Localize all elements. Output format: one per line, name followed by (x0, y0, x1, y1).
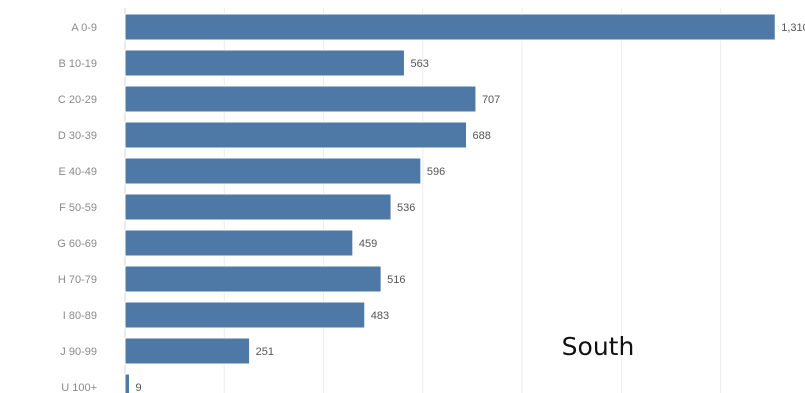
category-tick-label: J 90-99 (60, 346, 97, 358)
category-tick-label: C 20-29 (58, 94, 97, 106)
bar-value-label: 536 (397, 202, 415, 214)
value-labels: 1,310 563 707 688 596 536 459 516 483 251 9 (135, 22, 805, 393)
category-tick-label: A 0-9 (71, 22, 97, 34)
category-tick-label: B 10-19 (58, 58, 97, 70)
category-tick-label: E 40-49 (58, 166, 97, 178)
bar (124, 13, 776, 41)
category-tick-label: F 50-59 (59, 202, 97, 214)
bar (124, 49, 405, 77)
bar (124, 337, 251, 365)
bar-value-label: 688 (473, 130, 491, 142)
bar-value-label: 483 (371, 310, 389, 322)
bar (124, 157, 422, 185)
category-tick-label: H 70-79 (58, 274, 97, 286)
bar-value-label: 516 (387, 274, 405, 286)
bars (124, 13, 776, 393)
bar-value-label: 9 (135, 382, 141, 393)
bar-value-label: 1,310 (781, 22, 805, 34)
bar-value-label: 563 (410, 58, 428, 70)
bar-value-label: 251 (256, 346, 274, 358)
bar (124, 301, 366, 329)
bar-value-label: 459 (359, 238, 377, 250)
region-annotation: South (562, 332, 635, 361)
bar (124, 193, 392, 221)
category-tick-label: U 100+ (61, 382, 97, 393)
category-tick-label: D 30-39 (58, 130, 97, 142)
category-tick-label: I 80-89 (63, 310, 97, 322)
bar (124, 265, 382, 293)
category-tick-label: G 60-69 (57, 238, 97, 250)
category-labels: A 0-9 B 10-19 C 20-29 D 30-39 E 40-49 F 50-59… (57, 22, 97, 393)
bar (124, 373, 130, 393)
bar-value-label: 707 (482, 94, 500, 106)
bar (124, 229, 354, 257)
bar-value-label: 596 (427, 166, 445, 178)
bar (124, 121, 468, 149)
bar (124, 85, 477, 113)
